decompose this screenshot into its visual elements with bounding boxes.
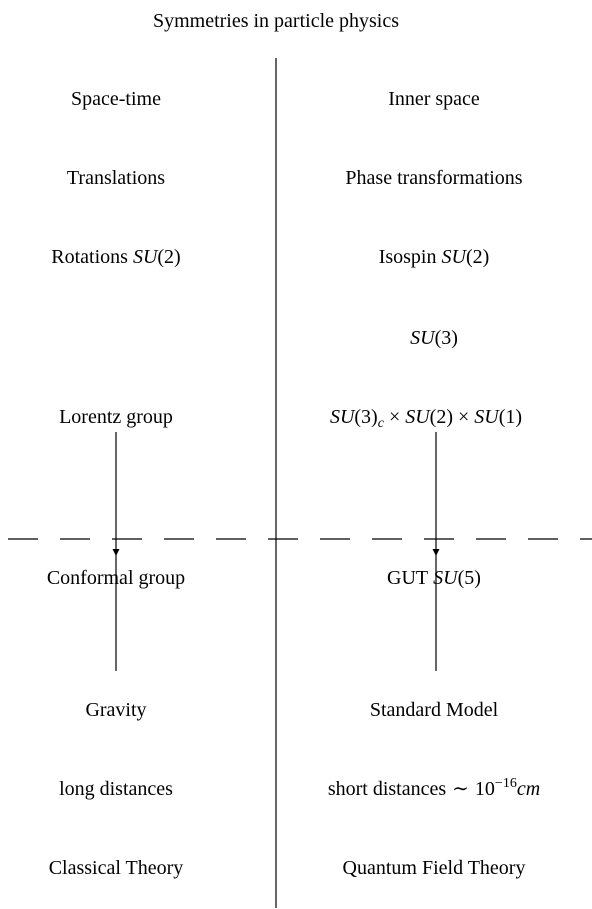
label: Inner space: [388, 88, 480, 110]
label: SU(3)c × SU(2) × SU(1): [330, 406, 522, 431]
superscript: −16: [495, 776, 517, 791]
math: SU: [433, 567, 459, 589]
math: SU: [474, 406, 500, 428]
label: Quantum Field Theory: [343, 857, 526, 879]
math: SU: [442, 246, 468, 268]
math: 10: [475, 778, 495, 800]
math: (1): [499, 406, 522, 428]
math: (2): [157, 246, 180, 268]
label: Conformal group: [47, 567, 185, 589]
math: ×: [458, 406, 469, 428]
math: SU: [410, 327, 436, 349]
label-part: Rotations: [51, 246, 128, 268]
title: Symmetries in particle physics: [153, 10, 399, 32]
label-part: short distances: [328, 778, 447, 800]
math: SU: [133, 246, 159, 268]
label: Gravity: [85, 699, 146, 721]
label: Classical Theory: [49, 857, 184, 879]
math: ∼: [452, 778, 469, 800]
label-part: GUT: [387, 567, 428, 589]
math: SU: [405, 406, 431, 428]
label: Space-time: [71, 88, 161, 110]
math: cm: [517, 778, 540, 800]
label: long distances: [59, 778, 173, 800]
math: (2): [466, 246, 489, 268]
label: Isospin SU(2): [379, 246, 490, 268]
label: Phase transformations: [345, 167, 522, 189]
label: short distances ∼ 10−16cm: [328, 776, 540, 800]
math: (3): [354, 406, 377, 428]
math: ×: [389, 406, 400, 428]
math: SU: [330, 406, 356, 428]
label: SU(3): [410, 327, 458, 349]
subscript: c: [378, 416, 385, 431]
label-part: Isospin: [379, 246, 437, 268]
label: Rotations SU(2): [51, 246, 180, 268]
label: Translations: [67, 167, 165, 189]
math: (2): [430, 406, 453, 428]
math: (3): [435, 327, 458, 349]
label: Standard Model: [370, 699, 499, 721]
math: (5): [458, 567, 481, 589]
label: GUT SU(5): [387, 567, 481, 589]
label: Lorentz group: [59, 406, 173, 428]
